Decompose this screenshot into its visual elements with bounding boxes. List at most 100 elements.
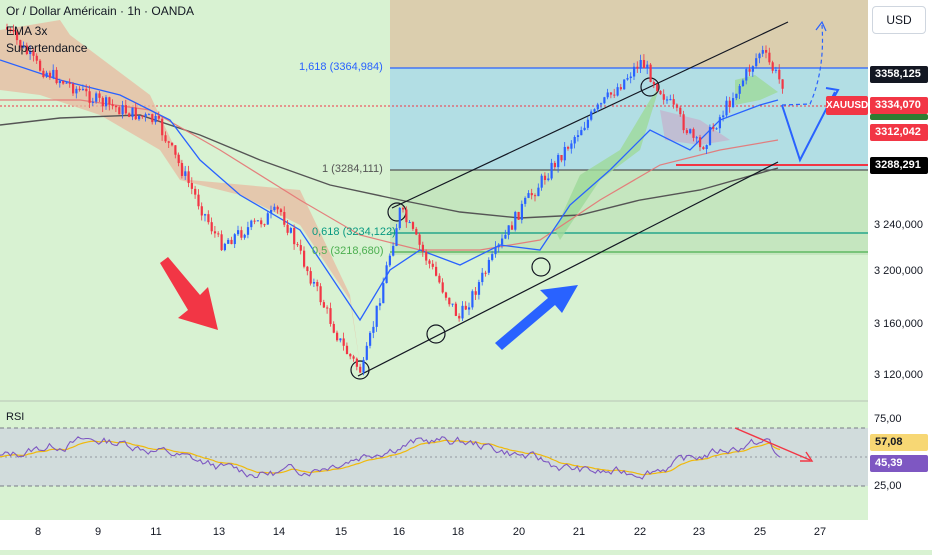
date-tick: 14	[272, 526, 286, 538]
candle-body	[286, 224, 289, 233]
candle-body	[471, 291, 474, 308]
price-tick: 3 240,000	[874, 219, 923, 231]
candle-body	[39, 60, 42, 71]
candle-body	[157, 116, 160, 119]
candle-body	[765, 50, 768, 53]
candle-body	[207, 214, 210, 223]
candle-body	[464, 305, 467, 310]
ema-fast-line	[0, 59, 779, 322]
candle-body	[223, 243, 226, 251]
candle-body	[652, 81, 655, 85]
date-tick: 20	[512, 526, 526, 538]
candle-body	[138, 115, 141, 120]
candle-body	[217, 233, 220, 235]
candle-body	[636, 66, 639, 69]
candle-body	[81, 88, 85, 91]
rsi-trend-arrow	[734, 427, 811, 461]
candle-body	[339, 338, 342, 341]
indicator-ema-label[interactable]: EMA 3x	[6, 24, 48, 38]
candle-body	[293, 227, 296, 245]
candle-body	[332, 323, 335, 333]
candle-body	[534, 195, 537, 197]
supertrend-bear-fill-2	[660, 110, 730, 145]
rsi-signal-value: 57,08	[870, 434, 928, 451]
candle-body	[355, 358, 358, 367]
candle-body	[45, 72, 48, 78]
candle-body	[781, 79, 784, 89]
candle-body	[590, 111, 593, 120]
candle-body	[299, 245, 302, 251]
candle-body	[6, 27, 9, 30]
candle-body	[603, 97, 606, 104]
candle-body	[141, 115, 144, 117]
candle-body	[204, 214, 207, 216]
candle-body	[352, 356, 355, 359]
candle-body	[725, 100, 728, 116]
candle-body	[108, 97, 111, 105]
candle-body	[524, 197, 527, 204]
candle-body	[547, 178, 550, 181]
candle-body	[586, 119, 589, 128]
candle-body	[735, 93, 738, 99]
candle-body	[345, 345, 349, 355]
rsi-label[interactable]: RSI	[6, 411, 25, 423]
candle-body	[609, 92, 613, 95]
candle-body	[369, 332, 372, 346]
candle-body	[260, 220, 263, 225]
symbol-tag: XAUUSD	[826, 96, 868, 115]
candle-body	[388, 255, 391, 266]
candle-body	[543, 175, 547, 181]
candle-body	[9, 29, 12, 31]
candle-body	[666, 99, 669, 101]
candle-body	[481, 272, 484, 283]
currency-button[interactable]: USD	[872, 6, 926, 34]
candle-body	[520, 203, 523, 220]
date-tick: 16	[392, 526, 406, 538]
candle-body	[408, 222, 411, 224]
candle-body	[415, 228, 418, 235]
candle-body	[118, 107, 121, 115]
candle-body	[633, 66, 636, 77]
candle-body	[174, 145, 177, 155]
candle-body	[151, 114, 154, 123]
candle-body	[491, 254, 494, 260]
candle-body	[131, 107, 134, 117]
candle-body	[276, 206, 279, 210]
candle-body	[22, 45, 25, 48]
candle-body	[134, 107, 137, 120]
channel-upper-line	[391, 21, 789, 209]
candle-body	[560, 155, 563, 161]
candle-body	[570, 143, 573, 149]
channel-lower-line	[357, 161, 779, 377]
candle-body	[12, 29, 15, 32]
candle-body	[19, 40, 22, 48]
candle-body	[270, 210, 273, 214]
candle-body	[279, 209, 283, 213]
candle-body	[550, 162, 553, 179]
candle-body	[25, 45, 28, 55]
candle-body	[184, 171, 187, 176]
candle-body	[147, 114, 151, 116]
candle-body	[745, 69, 748, 81]
bullish-arrow	[495, 285, 578, 350]
candle-body	[596, 104, 599, 110]
candle-body	[774, 69, 778, 71]
candle-body	[537, 187, 540, 197]
candle-body	[177, 154, 180, 164]
candle-body	[167, 141, 170, 143]
candle-body	[197, 194, 200, 207]
candle-body	[365, 345, 368, 360]
candle-body	[405, 209, 408, 223]
candle-body	[375, 305, 378, 327]
candle-body	[75, 88, 78, 94]
candle-body	[385, 265, 388, 284]
candle-body	[230, 239, 233, 245]
candle-body	[573, 136, 576, 144]
candle-body	[303, 250, 306, 267]
candle-body	[144, 114, 147, 117]
candle-body	[316, 282, 319, 287]
candle-body	[553, 162, 556, 168]
indicator-supertrend-label[interactable]: Supertendance	[6, 41, 88, 55]
